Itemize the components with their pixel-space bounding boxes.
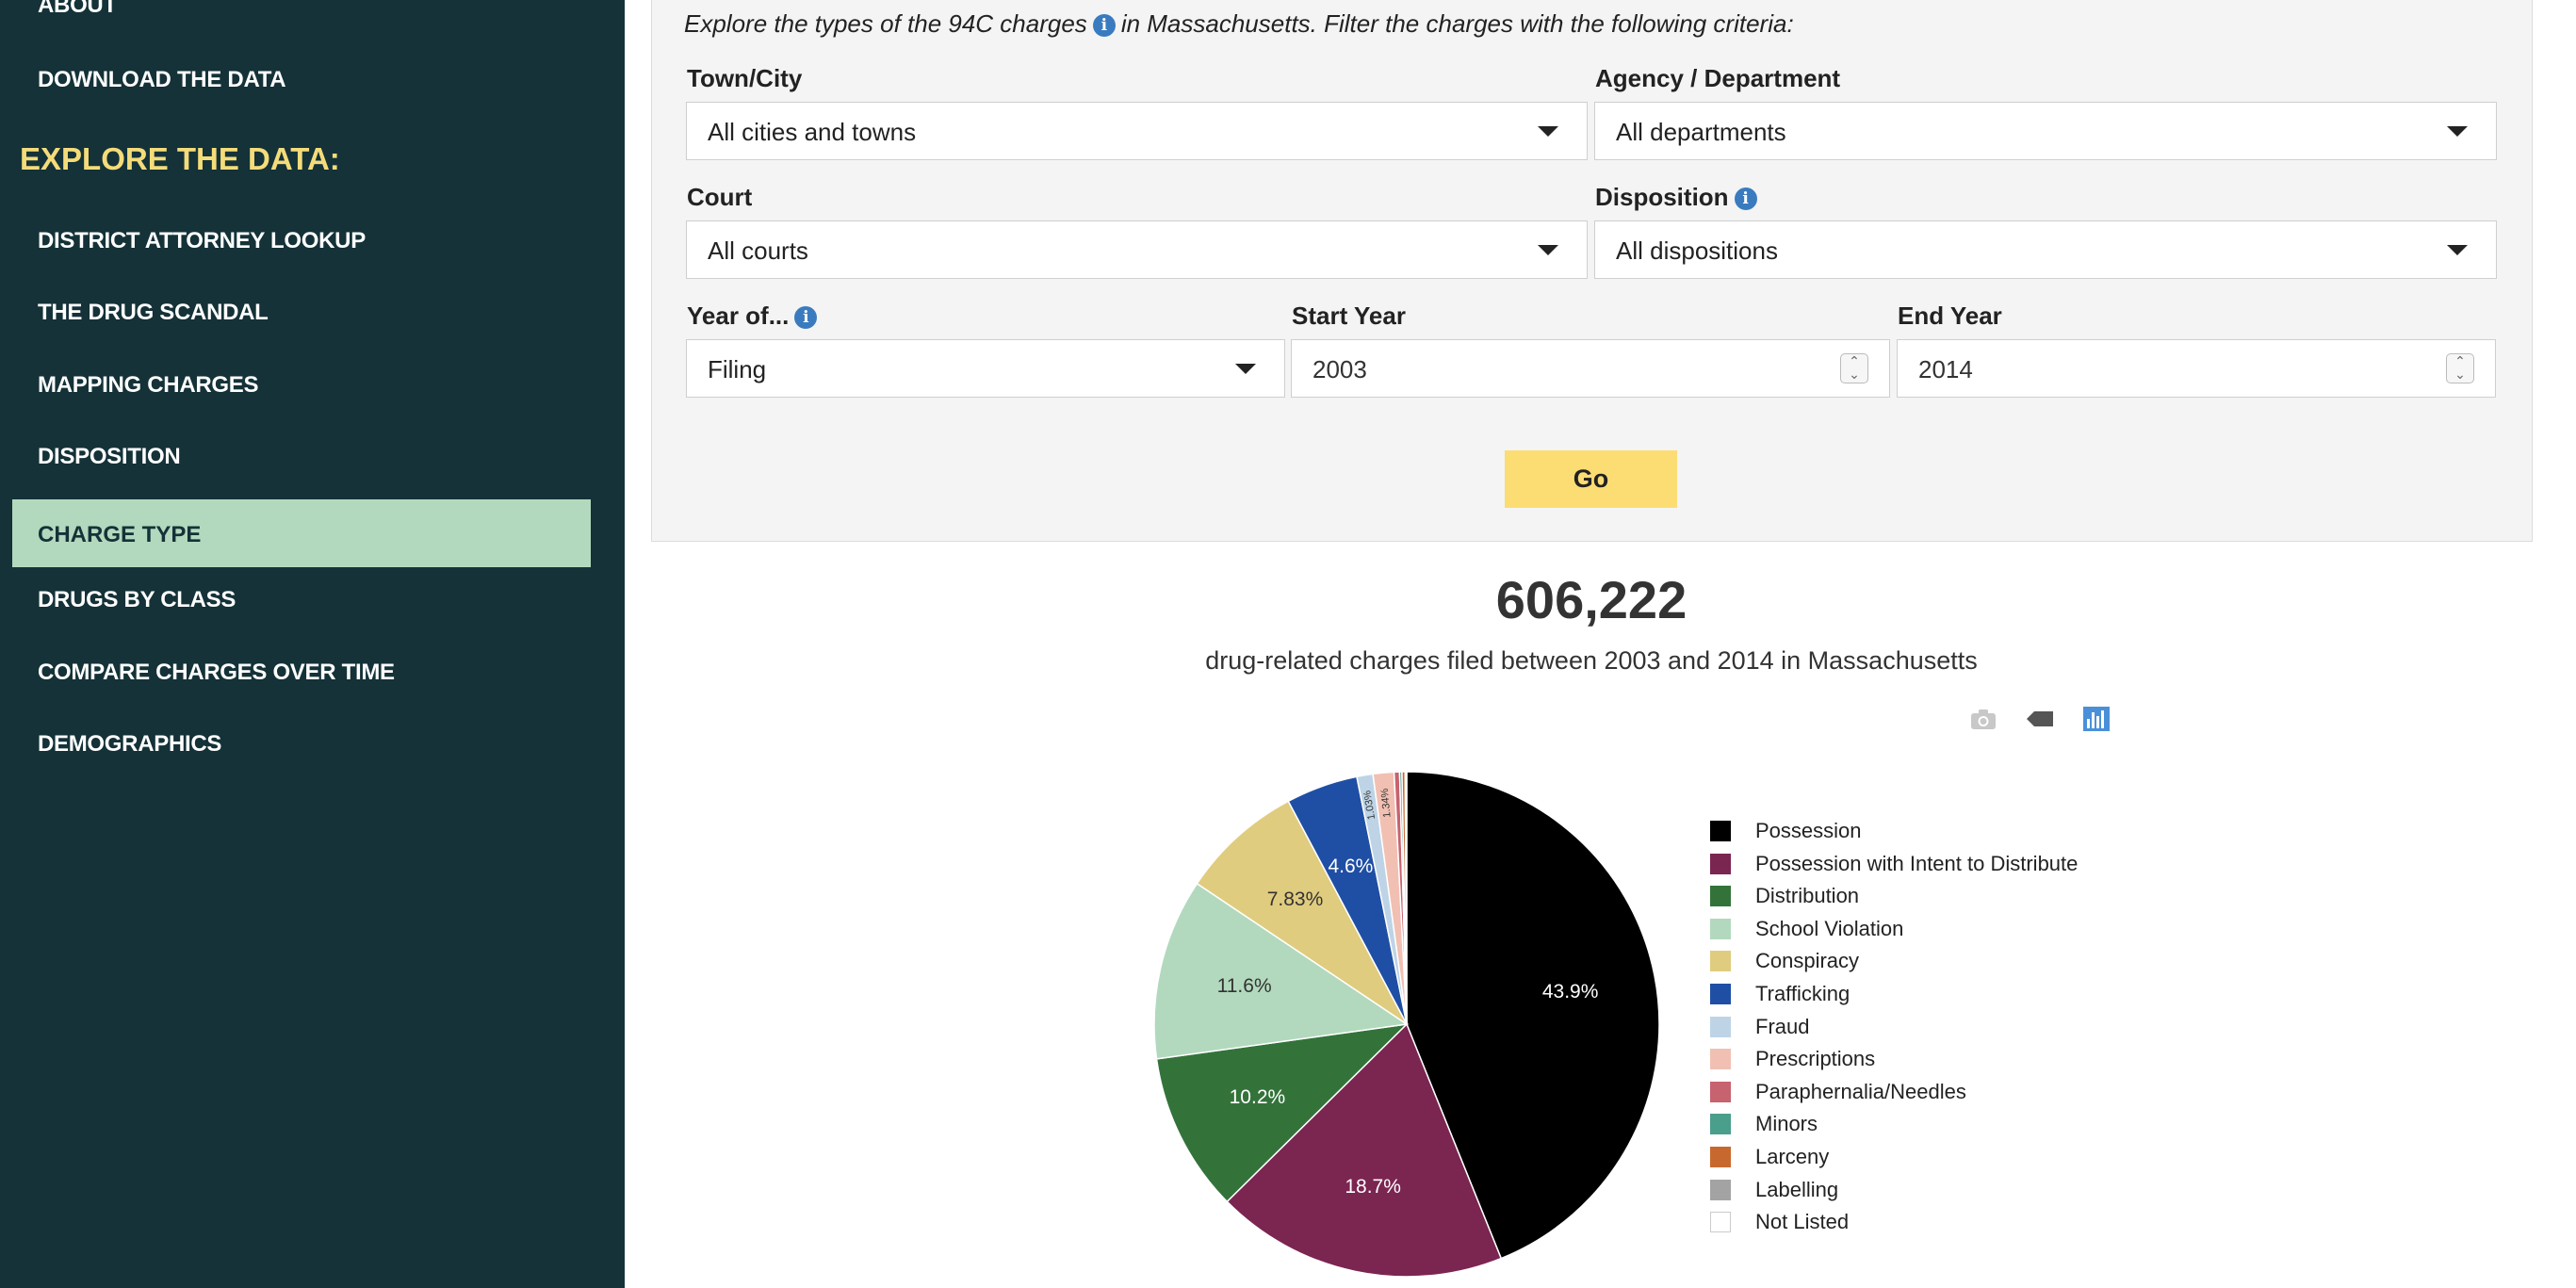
disposition-label-text: Disposition — [1595, 183, 1729, 211]
chevron-down-icon — [2447, 245, 2468, 255]
chevron-down-icon — [1538, 245, 1558, 255]
town-city-select[interactable]: All cities and towns — [686, 102, 1588, 160]
sidebar-item-demographics[interactable]: DEMOGRAPHICS — [38, 731, 222, 757]
legend-swatch — [1710, 1049, 1731, 1070]
disposition-value: All dispositions — [1616, 236, 1778, 265]
camera-icon[interactable] — [1968, 707, 1998, 731]
legend-label: Prescriptions — [1755, 1047, 1876, 1071]
info-icon[interactable]: i — [794, 306, 818, 330]
stepper-icon[interactable]: ⌃ ⌄ — [2446, 353, 2474, 383]
pie-data-label: 7.83% — [1267, 889, 1324, 910]
total-count-wrap: 606,222 — [1120, 569, 2062, 630]
sidebar-item-mapping-charges[interactable]: MAPPING CHARGES — [38, 372, 259, 398]
legend-label: Minors — [1755, 1112, 1818, 1136]
court-value: All courts — [708, 236, 808, 265]
year-of-label: Year of... i — [687, 302, 823, 331]
legend-swatch — [1710, 918, 1731, 939]
pie-chart: 43.9% 18.7% 10.2% 11.6% 7.83%4.6% 1.03% 1.34% — [1153, 771, 1660, 1278]
sidebar-item-district-attorney-lookup[interactable]: DISTRICT ATTORNEY LOOKUP — [38, 228, 366, 253]
end-year-input[interactable]: 2014 ⌃ ⌄ — [1897, 339, 2496, 398]
pie-data-label: 1.03% — [1361, 790, 1378, 821]
pie-slice-possession[interactable] — [1406, 771, 1660, 1260]
nav-about[interactable]: ABOUT — [38, 0, 117, 18]
pie-data-label: 1.34% — [1379, 788, 1394, 818]
total-count: 606,222 — [1495, 570, 1687, 629]
sidebar-item-compare-charges[interactable]: COMPARE CHARGES OVER TIME — [38, 660, 395, 685]
start-year-input[interactable]: 2003 ⌃ ⌄ — [1291, 339, 1890, 398]
legend-label: School Violation — [1755, 916, 1904, 940]
pie-data-label: 43.9% — [1542, 981, 1599, 1003]
legend-label: Distribution — [1755, 884, 1860, 908]
legend-swatch — [1710, 821, 1731, 841]
year-of-select[interactable]: Filing — [686, 339, 1285, 398]
pie-data-label: 4.6% — [1328, 856, 1373, 877]
legend-swatch — [1710, 1147, 1731, 1167]
legend-swatch — [1710, 1081, 1731, 1102]
agency-label: Agency / Department — [1595, 64, 1841, 92]
info-icon[interactable]: i — [1092, 14, 1116, 38]
stepper-icon[interactable]: ⌃ ⌄ — [1840, 353, 1868, 383]
court-select[interactable]: All courts — [686, 220, 1588, 279]
pie-slice-conspiracy[interactable] — [1196, 800, 1408, 1025]
start-year-value: 2003 — [1312, 355, 1367, 383]
sidebar: ABOUT DOWNLOAD THE DATA EXPLORE THE DATA… — [0, 0, 625, 1288]
legend-swatch — [1710, 886, 1731, 907]
disposition-label: Disposition i — [1595, 183, 1763, 212]
legend-label: Not Listed — [1755, 1210, 1850, 1234]
legend-swatch — [1710, 1016, 1731, 1037]
start-year-label: Start Year — [1292, 302, 1406, 330]
chevron-down-icon — [1538, 126, 1558, 137]
info-icon[interactable]: i — [1734, 187, 1757, 211]
agency-select[interactable]: All departments — [1594, 102, 2497, 160]
disposition-select[interactable]: All dispositions — [1594, 220, 2497, 279]
legend-swatch — [1710, 1114, 1731, 1135]
year-of-value: Filing — [708, 355, 767, 383]
year-of-label-text: Year of... — [687, 302, 790, 330]
pie-slice-not-listed[interactable] — [1405, 771, 1408, 1025]
legend-swatch — [1710, 984, 1731, 1004]
pie-data-label: 18.7% — [1345, 1176, 1401, 1198]
sidebar-item-label: CHARGE TYPE — [38, 522, 202, 547]
legend-swatch — [1710, 853, 1731, 874]
legend-swatch — [1710, 1212, 1731, 1233]
legend-label: Fraud — [1755, 1014, 1810, 1038]
agency-value: All departments — [1616, 118, 1786, 146]
nav-download-data[interactable]: DOWNLOAD THE DATA — [38, 67, 286, 92]
legend-swatch — [1710, 951, 1731, 972]
filter-intro: Explore the types of the 94C charges i in … — [684, 9, 1794, 39]
legend-label: Trafficking — [1755, 982, 1850, 1005]
go-button[interactable]: Go — [1505, 450, 1677, 508]
end-year-value: 2014 — [1918, 355, 1973, 383]
legend-label: Possession with Intent to Distribute — [1755, 851, 2079, 875]
town-city-label: Town/City — [687, 64, 803, 92]
pie-slice-distribution[interactable] — [1155, 1022, 1410, 1203]
explore-heading: EXPLORE THE DATA: — [20, 141, 340, 176]
legend-label: Labelling — [1755, 1177, 1839, 1201]
sidebar-item-drug-scandal[interactable]: THE DRUG SCANDAL — [38, 300, 269, 325]
legend-swatch — [1710, 1179, 1731, 1200]
pie-slice-school-violation[interactable] — [1153, 882, 1410, 1060]
tag-icon[interactable] — [2025, 707, 2055, 731]
town-city-value: All cities and towns — [708, 118, 917, 146]
sidebar-item-disposition[interactable]: DISPOSITION — [38, 444, 181, 469]
sidebar-item-drugs-by-class[interactable]: DRUGS BY CLASS — [38, 587, 236, 612]
pie-data-label: 10.2% — [1230, 1086, 1286, 1108]
legend-label: Larceny — [1755, 1145, 1830, 1168]
pie-data-label: 11.6% — [1217, 975, 1272, 997]
chevron-down-icon — [2447, 126, 2468, 137]
intro-text-end: in Massachusetts. Filter the charges wit… — [1120, 9, 1794, 38]
sidebar-item-charge-type[interactable]: CHARGE TYPE — [12, 499, 591, 567]
end-year-label: End Year — [1898, 302, 2002, 330]
intro-text-start: Explore the types of the 94C charges — [684, 9, 1087, 38]
summary-subtitle: drug-related charges filed between 2003 … — [1205, 646, 1978, 675]
chevron-down-icon — [1235, 364, 1256, 374]
legend-label: Paraphernalia/Needles — [1755, 1079, 1966, 1103]
pie-slice-possession-with-intent-to-distribute[interactable] — [1226, 1022, 1503, 1278]
legend-label: Possession — [1755, 819, 1862, 842]
legend-label: Conspiracy — [1755, 949, 1860, 973]
bar-chart-icon[interactable] — [2081, 707, 2111, 731]
court-label: Court — [687, 183, 753, 211]
